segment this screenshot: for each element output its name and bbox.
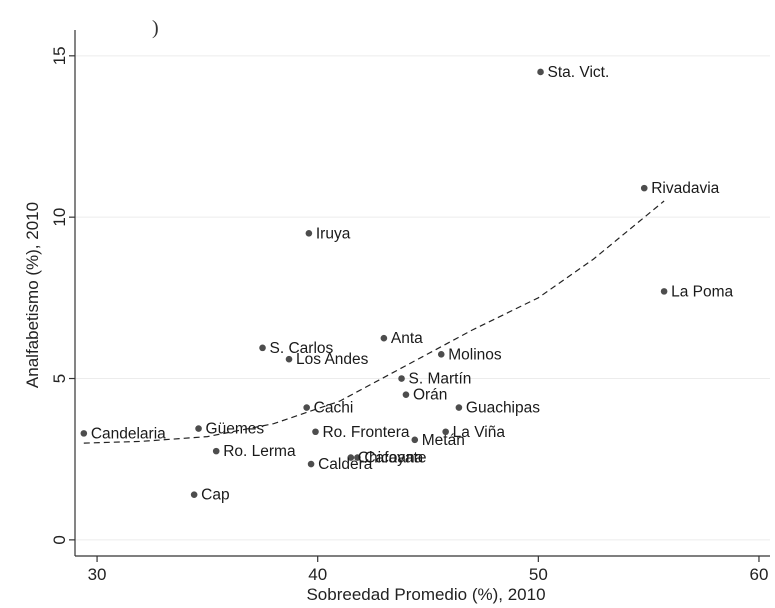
point-label-met-n: Metán — [422, 432, 465, 449]
point-label-anta: Anta — [391, 330, 423, 347]
point-ro-frontera — [312, 428, 319, 436]
point-s-mart-n — [398, 375, 405, 382]
point-label-cap: Cap — [201, 487, 229, 504]
data-points: Sta. Vict. Rivadavia Iruya La Poma Anta S. Ca… — [80, 64, 734, 504]
point-met-n — [411, 436, 419, 444]
point-label-chicoana: Chicoana — [358, 450, 424, 467]
point-label-s-carlos: S. Carlos — [270, 340, 334, 357]
point-cachi — [303, 404, 310, 411]
point-iruya — [305, 230, 313, 237]
x-tick-label-0: 30 — [88, 565, 107, 584]
point-s-carlos — [259, 344, 266, 352]
point-label-candelaria: Candelaria — [91, 425, 166, 442]
point-la-vi-a — [442, 428, 449, 436]
point-label-ro-frontera: Ro. Frontera — [322, 424, 409, 441]
point-label-rivadavia: Rivadavia — [651, 180, 719, 197]
y-axis-title: Analfabetismo (%), 2010 — [23, 202, 42, 388]
point-g-emes — [195, 425, 202, 432]
point-molinos — [437, 351, 445, 358]
point-label-la-vi-a: La Viña — [453, 424, 506, 441]
y-tick-label-0: 0 — [50, 535, 69, 544]
point-label-s-mart-n: S. Martín — [409, 371, 472, 388]
y-tick-label-2: 10 — [50, 208, 69, 227]
point-label-sta-vict: Sta. Vict. — [548, 64, 610, 81]
point-cap — [190, 491, 198, 498]
axes: 0 5 10 15 30 40 50 60 — [50, 30, 770, 584]
x-tick-label-3: 60 — [750, 565, 769, 584]
point-label-g-emes: Güemes — [206, 421, 265, 438]
y-tick-label-1: 5 — [50, 374, 69, 383]
x-tick-label-2: 50 — [529, 565, 548, 584]
point-label-la-poma: La Poma — [671, 283, 733, 300]
point-label-guachipas: Guachipas — [466, 400, 540, 417]
point-label-iruya: Iruya — [316, 225, 351, 242]
fit-line-group — [83, 200, 665, 444]
point-label-or-n: Orán — [413, 387, 447, 404]
point-candelaria — [80, 430, 88, 437]
point-label-cafayate: Cafayate — [364, 450, 426, 467]
gridlines — [75, 55, 770, 541]
point-or-n — [402, 391, 410, 398]
point-anta — [380, 334, 388, 342]
point-label-caldera: Caldera — [318, 456, 373, 473]
x-tick-label-1: 40 — [308, 565, 327, 584]
y-tick-label-3: 15 — [50, 46, 69, 65]
point-label-cachi: Cachi — [314, 400, 354, 417]
point-caldera — [307, 460, 315, 468]
point-guachipas — [455, 404, 463, 411]
point-los-andes — [285, 355, 293, 363]
point-label-los-andes: Los Andes — [296, 351, 369, 368]
point-rivadavia — [640, 184, 648, 192]
point-chicoana — [347, 454, 355, 461]
point-sta-vict — [537, 68, 544, 76]
x-axis-title: Sobreedad Promedio (%), 2010 — [306, 585, 545, 604]
point-label-molinos: Molinos — [448, 346, 502, 363]
top-fragment: ) — [152, 17, 159, 39]
point-la-poma — [660, 288, 668, 295]
point-label-ro-lerma: Ro. Lerma — [223, 443, 296, 460]
point-cafayate — [354, 454, 361, 461]
fit-line — [83, 200, 665, 444]
point-ro-lerma — [212, 447, 220, 455]
